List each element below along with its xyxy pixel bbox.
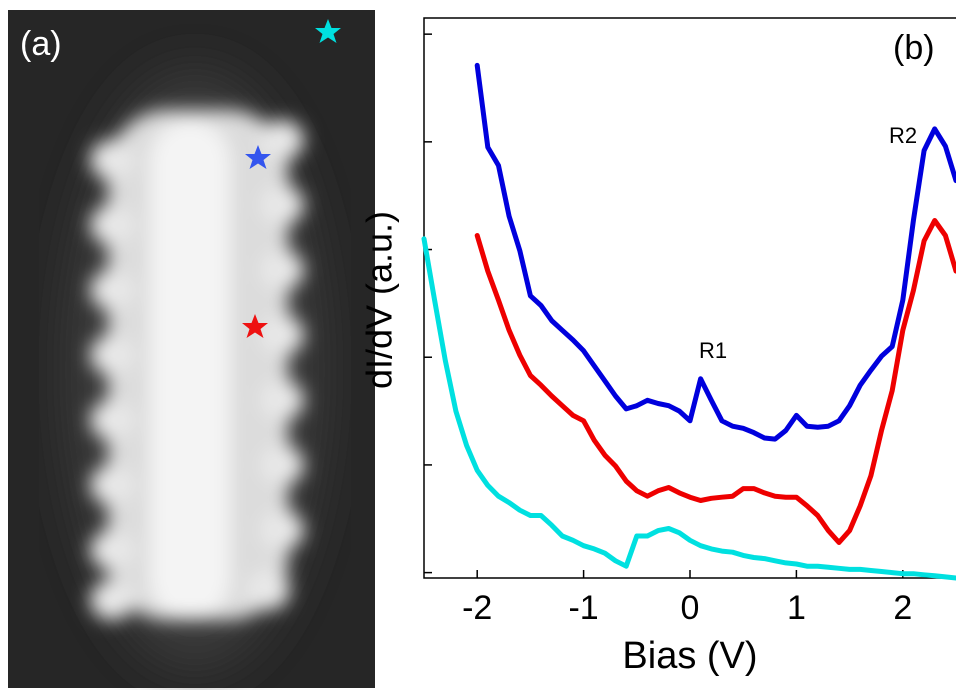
molecule xyxy=(90,110,304,620)
annotation: R2 xyxy=(889,123,917,148)
star-marker xyxy=(242,314,268,338)
x-tick-label: -2 xyxy=(462,589,492,627)
star-marker xyxy=(245,145,271,169)
x-tick-label: 0 xyxy=(681,589,700,627)
star-marker xyxy=(315,19,341,43)
x-tick-label: -1 xyxy=(568,589,598,627)
annotation: R1 xyxy=(699,338,727,363)
plot: -2 -1 0 1 2 Bias (V) dI/dV (a.u.) (b) R1 R2 xyxy=(359,17,956,677)
panel-label: (b) xyxy=(893,29,935,67)
x-axis-label: Bias (V) xyxy=(622,635,757,677)
series-line xyxy=(421,236,956,581)
series-line xyxy=(474,62,956,442)
stm-image: (a) xyxy=(8,10,375,688)
y-axis-label: dI/dV (a.u.) xyxy=(359,211,400,389)
panel-label: (a) xyxy=(20,25,62,63)
series-line xyxy=(474,218,956,545)
x-tick-label: 1 xyxy=(787,589,806,627)
plot-frame xyxy=(423,17,956,579)
x-tick-label: 2 xyxy=(893,589,912,627)
